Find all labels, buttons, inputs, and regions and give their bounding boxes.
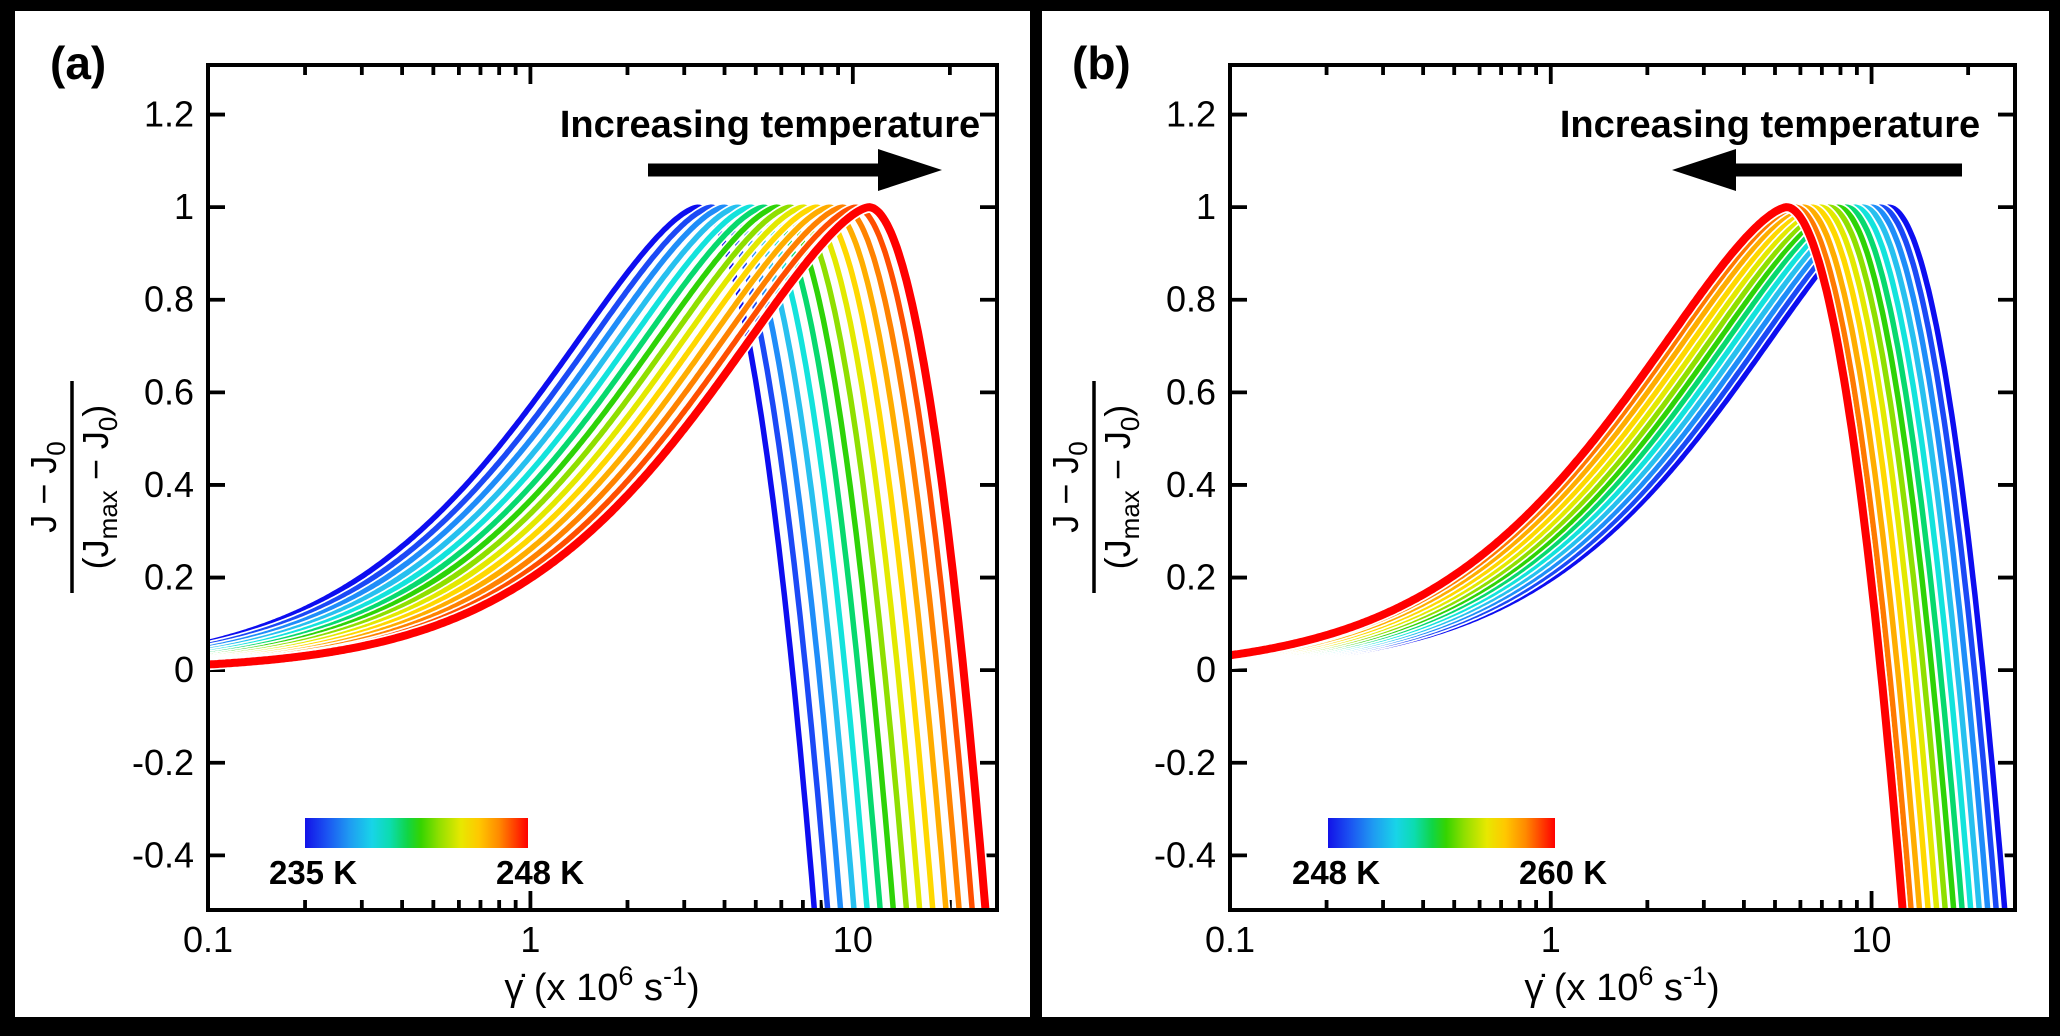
panel-b-x-axis-label: γ̇ (x 106 s-1) <box>1524 961 1719 1009</box>
y-tick-label: -0.4 <box>132 834 194 875</box>
axes-frame <box>206 63 999 912</box>
panel-divider <box>1030 11 1042 1023</box>
panel-b-colorbar-min-label: 248 K <box>1292 854 1380 891</box>
y-tick-label: 0.6 <box>144 371 194 412</box>
y-tick-label: 0.4 <box>1166 464 1216 505</box>
y-tick-label: -0.2 <box>1154 742 1216 783</box>
y-tick-label: -0.2 <box>132 742 194 783</box>
panel-a-plot: 0.1 1 10 -0.4 -0.2 0 0.2 0.4 0.6 0.8 1 1.2 <box>132 63 999 960</box>
y-tick-label: 1 <box>174 186 194 227</box>
x-tick-label: 10 <box>833 919 873 960</box>
figure-border-right <box>2049 0 2060 1036</box>
panel-b-y-label-denominator: (Jmax − J0) <box>1097 405 1145 570</box>
x-tick-label: 0.1 <box>183 919 233 960</box>
panel-b-y-label-numerator: J − J0 <box>1045 441 1093 533</box>
panel-a-colorbar-min-label: 235 K <box>269 854 357 891</box>
y-tick-label: 0.8 <box>144 279 194 320</box>
figure-border-top <box>0 0 2060 11</box>
panel-a-y-label-denominator: (Jmax − J0) <box>75 405 123 570</box>
temperature-colorbar <box>305 818 528 848</box>
x-tick-label: 10 <box>1852 919 1892 960</box>
figure-border-left <box>0 0 15 1036</box>
increasing-temperature-arrow-left <box>1672 149 1962 191</box>
curve-260K <box>1230 203 1907 910</box>
temperature-colorbar <box>1328 818 1555 848</box>
curves <box>208 201 992 910</box>
y-tick-label: 0.6 <box>1166 371 1216 412</box>
curves <box>1230 201 2010 910</box>
y-tick-label: 0.2 <box>144 557 194 598</box>
curve-257K <box>1230 204 1931 910</box>
y-tick-label: 0.2 <box>1166 557 1216 598</box>
y-tick-label: 1 <box>1196 186 1216 227</box>
panel-a-x-axis-label: γ̇ (x 106 s-1) <box>504 961 699 1009</box>
panel-b-annotation-text: Increasing temperature <box>1560 104 1980 146</box>
panel-a-y-axis-label: J − J0 (Jmax − J0) <box>23 381 123 593</box>
axis-tick-labels: 0.1 1 10 -0.4 -0.2 0 0.2 0.4 0.6 0.8 1 1.2 <box>1154 94 1892 960</box>
y-tick-label: 0.8 <box>1166 279 1216 320</box>
x-tick-label: 1 <box>1541 919 1561 960</box>
y-tick-label: 1.2 <box>144 94 194 135</box>
panel-a-colorbar-max-label: 248 K <box>496 854 584 891</box>
y-tick-label: 0 <box>174 649 194 690</box>
curve-248K <box>208 203 990 910</box>
y-tick-label: 0 <box>1196 649 1216 690</box>
increasing-temperature-arrow-right <box>648 149 942 191</box>
axis-tick-labels: 0.1 1 10 -0.4 -0.2 0 0.2 0.4 0.6 0.8 1 1.2 <box>132 94 873 960</box>
panel-b-y-axis-label: J − J0 (Jmax − J0) <box>1045 381 1145 593</box>
panel-a-letter: (a) <box>50 37 106 89</box>
y-tick-label: 1.2 <box>1166 94 1216 135</box>
y-tick-label: -0.4 <box>1154 834 1216 875</box>
panel-a-annotation-text: Increasing temperature <box>560 104 980 146</box>
figure-border-bottom <box>0 1017 2060 1036</box>
x-tick-label: 1 <box>520 919 540 960</box>
curve-casing-257K <box>1230 202 1933 910</box>
panel-a-y-label-numerator: J − J0 <box>23 441 71 533</box>
x-tick-label: 0.1 <box>1205 919 1255 960</box>
axes-frame <box>1228 63 2017 912</box>
panel-b-plot: 0.1 1 10 -0.4 -0.2 0 0.2 0.4 0.6 0.8 1 1.2 <box>1154 63 2017 960</box>
y-tick-label: 0.4 <box>144 464 194 505</box>
panel-b-colorbar-max-label: 260 K <box>1519 854 1607 891</box>
panel-b-letter: (b) <box>1072 37 1131 89</box>
